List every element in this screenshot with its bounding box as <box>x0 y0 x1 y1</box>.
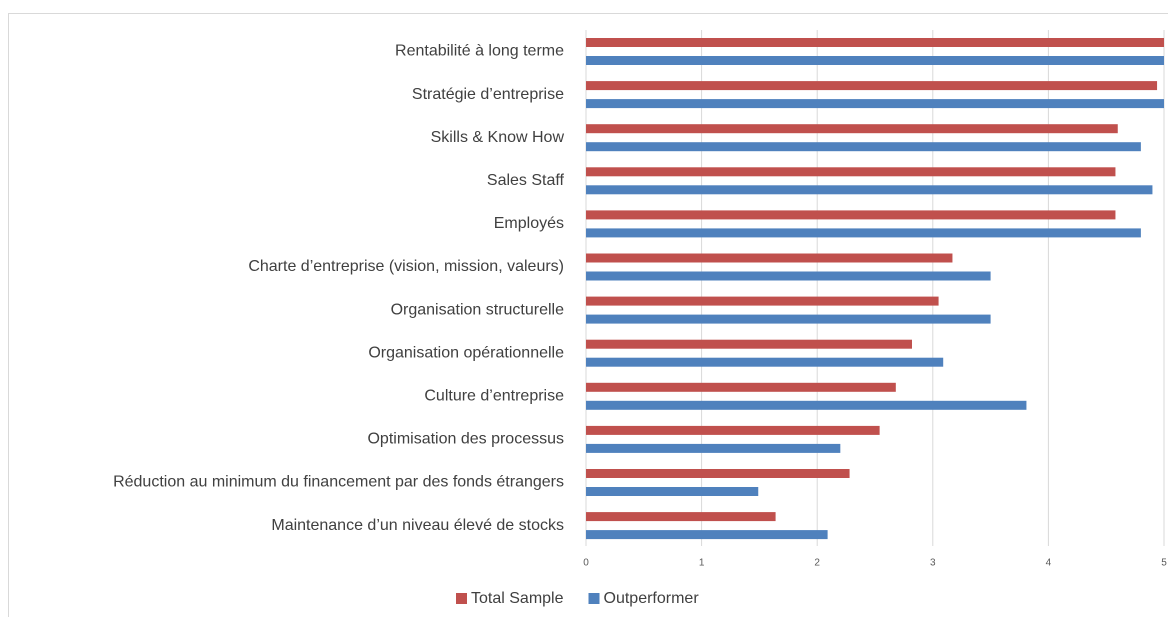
y-tick-label: Sales Staff <box>487 172 565 189</box>
bar <box>586 314 991 324</box>
bar <box>586 253 953 263</box>
bar <box>586 487 759 496</box>
legend-swatch <box>456 593 467 604</box>
chart-border <box>8 13 1168 617</box>
bar <box>586 142 1141 152</box>
bar <box>586 228 1141 238</box>
x-tick-label: 0 <box>583 558 589 569</box>
bar <box>586 56 1164 65</box>
bar <box>586 512 776 522</box>
bar <box>586 124 1118 134</box>
y-tick-label: Organisation opérationnelle <box>368 344 564 361</box>
x-tick-label: 4 <box>1046 558 1052 569</box>
bar <box>586 400 1027 410</box>
bar <box>586 339 912 349</box>
bar <box>586 185 1153 195</box>
bar <box>586 443 841 453</box>
y-tick-label: Charte d’entreprise (vision, mission, va… <box>248 258 564 275</box>
y-tick-label: Maintenance d’un niveau élevé de stocks <box>271 517 564 534</box>
bar <box>586 469 850 478</box>
bar <box>586 81 1158 91</box>
legend-swatch <box>588 593 600 604</box>
y-tick-label: Skills & Know How <box>431 129 565 146</box>
bar <box>586 38 1164 47</box>
x-tick-label: 1 <box>699 558 705 569</box>
bar <box>586 382 896 392</box>
bar <box>586 357 944 367</box>
bar <box>586 210 1116 220</box>
bar <box>586 296 939 306</box>
bar <box>586 425 880 435</box>
y-tick-label: Réduction au minimum du financement par … <box>113 474 564 491</box>
legend-label: Total Sample <box>471 590 564 607</box>
y-tick-label: Culture d’entreprise <box>424 388 564 405</box>
y-tick-label: Rentabilité à long terme <box>395 43 564 60</box>
y-tick-label: Optimisation des processus <box>367 431 564 448</box>
y-tick-label: Stratégie d’entreprise <box>412 86 564 103</box>
legend-label: Outperformer <box>604 590 700 607</box>
x-tick-label: 2 <box>814 558 820 569</box>
y-tick-label: Employés <box>494 215 564 232</box>
y-tick-label: Organisation structurelle <box>391 301 565 318</box>
x-tick-label: 3 <box>930 558 936 569</box>
bar <box>586 99 1164 109</box>
x-tick-label: 5 <box>1161 558 1167 569</box>
bar <box>586 167 1116 177</box>
bar <box>586 530 828 540</box>
bar <box>586 271 991 281</box>
